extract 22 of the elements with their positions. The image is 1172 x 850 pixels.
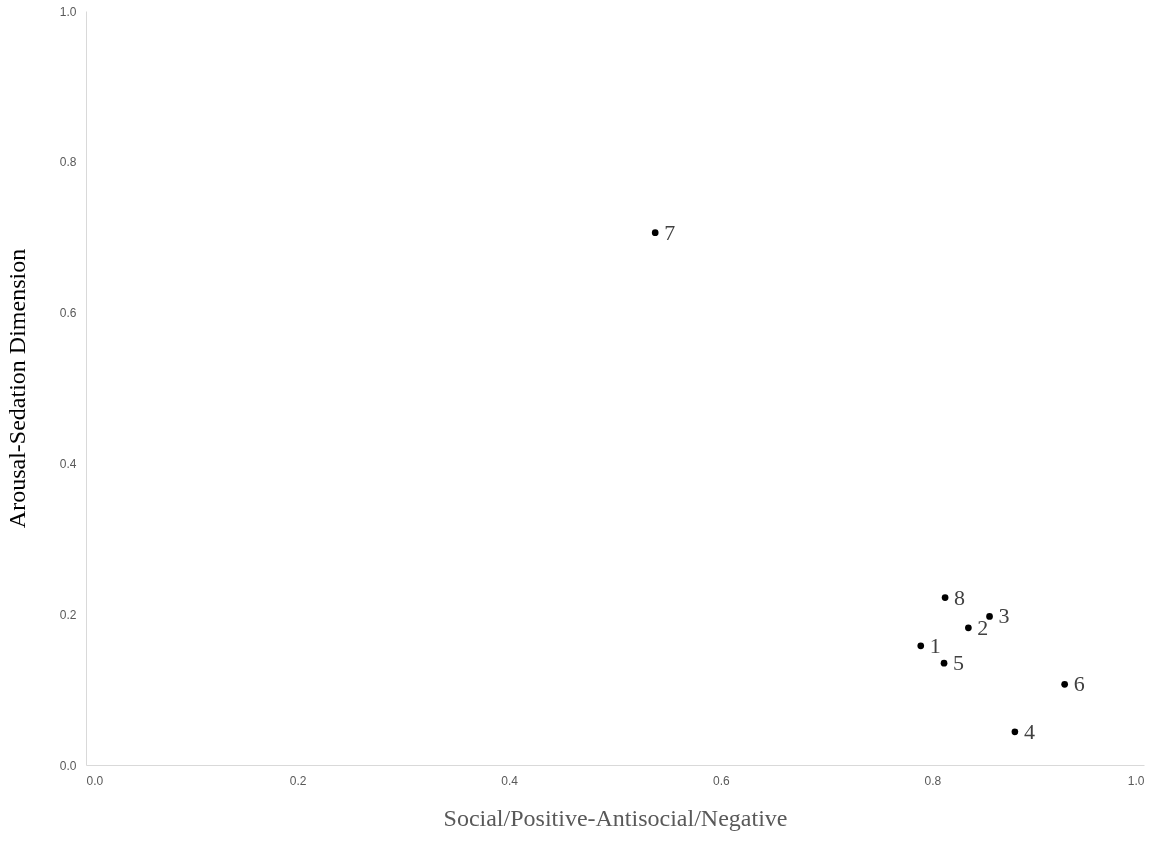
y-tick-label: 0.4: [59, 456, 77, 471]
x-tick-label: 0.4: [501, 773, 519, 788]
y-axis-title: Arousal-Sedation Dimension: [3, 248, 30, 529]
annotation: 1: [929, 632, 941, 658]
y-tick-label: 0.0: [59, 758, 77, 773]
annotation: 5: [953, 650, 965, 676]
annotation: 3: [998, 603, 1010, 629]
annotation: 6: [1073, 671, 1085, 697]
x-tick-label: 1.0: [1127, 773, 1145, 788]
x-tick-label: 0.2: [289, 773, 307, 788]
annotation: 7: [664, 219, 676, 245]
y-tick-label: 0.8: [59, 155, 77, 170]
x-tick-label: 0.8: [924, 773, 942, 788]
annotation: 4: [1023, 718, 1035, 744]
x-axis-title: Social/Positive-Antisocial/Negative: [443, 804, 788, 831]
y-tick-label: 0.2: [59, 607, 77, 622]
annotation: 2: [977, 614, 989, 640]
y-tick-label: 0.6: [59, 306, 77, 321]
x-tick-label: 0.0: [86, 773, 104, 788]
annotation: 8: [954, 584, 966, 610]
x-tick-label: 0.6: [712, 773, 730, 788]
y-tick-label: 1.0: [59, 4, 77, 19]
